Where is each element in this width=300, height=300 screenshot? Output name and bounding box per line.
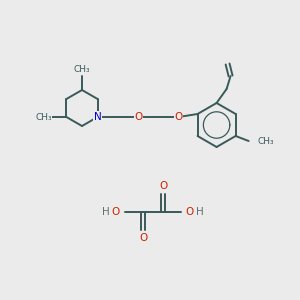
Text: CH₃: CH₃	[258, 136, 274, 146]
Text: O: O	[175, 112, 183, 122]
Text: O: O	[159, 181, 167, 191]
Text: CH₃: CH₃	[74, 64, 90, 74]
Text: N: N	[94, 112, 101, 122]
Text: O: O	[134, 112, 143, 122]
Text: O: O	[112, 207, 120, 217]
Text: O: O	[139, 233, 147, 243]
Text: H: H	[196, 207, 204, 217]
Text: CH₃: CH₃	[35, 112, 52, 122]
Text: H: H	[102, 207, 110, 217]
Text: O: O	[186, 207, 194, 217]
